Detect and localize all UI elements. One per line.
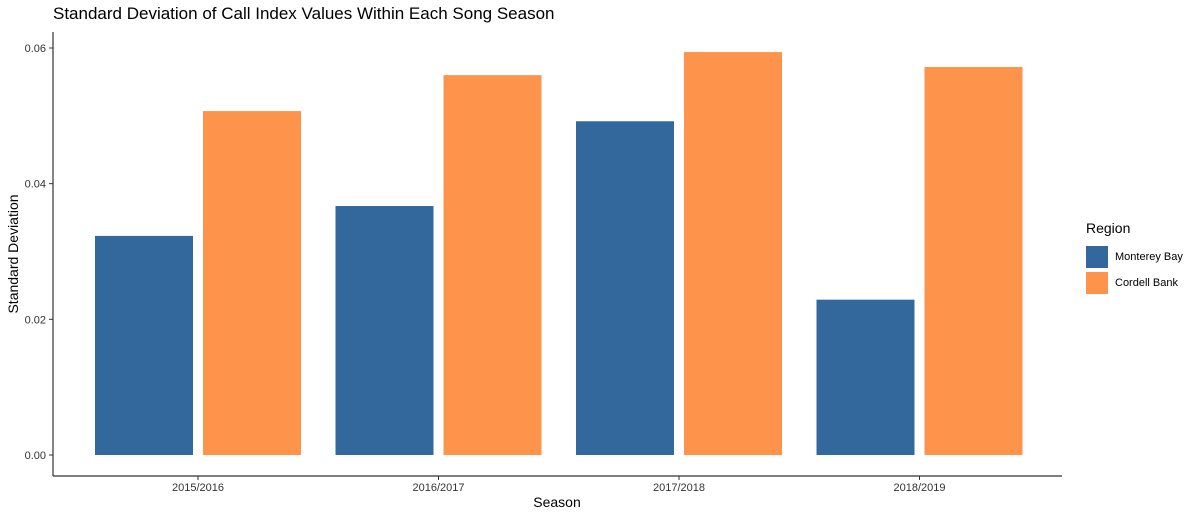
y-tick-label: 0.04 — [25, 179, 46, 191]
x-tick-label: 2018/2019 — [894, 482, 946, 494]
x-tick-label: 2016/2017 — [413, 482, 465, 494]
bar-monterey-bay-2015-2016 — [95, 235, 193, 455]
bar-cordell-bank-2017-2018 — [684, 52, 782, 455]
y-tick-label: 0.00 — [25, 450, 46, 462]
x-tick-label: 2015/2016 — [172, 482, 224, 494]
bar-cordell-bank-2015-2016 — [203, 111, 301, 456]
x-axis-ticks: 2015/2016 2016/2017 2017/2018 2018/2019 — [172, 476, 946, 494]
legend-item-cordell-bank: Cordell Bank — [1086, 270, 1183, 296]
y-axis-title: Standard Deviation — [5, 194, 21, 313]
bar-monterey-bay-2017-2018 — [576, 121, 674, 455]
chart-title: Standard Deviation of Call Index Values … — [53, 4, 555, 23]
x-axis-title: Season — [533, 494, 580, 510]
y-tick-label: 0.02 — [25, 314, 46, 326]
legend-label-monterey-bay: Monterey Bay — [1115, 251, 1183, 263]
legend-item-monterey-bay: Monterey Bay — [1086, 244, 1183, 270]
bar-monterey-bay-2018-2019 — [816, 299, 915, 455]
bars-group — [95, 52, 1023, 456]
legend-swatch-monterey-bay — [1086, 246, 1108, 268]
y-tick-label: 0.06 — [25, 43, 46, 55]
legend: Region Monterey Bay Cordell Bank — [1086, 220, 1183, 296]
bar-cordell-bank-2018-2019 — [924, 66, 1023, 455]
bar-cordell-bank-2016-2017 — [443, 75, 542, 455]
x-tick-label: 2017/2018 — [653, 482, 705, 494]
legend-title: Region — [1086, 220, 1131, 236]
y-axis-ticks: 0.00 0.02 0.04 0.06 — [25, 43, 53, 462]
legend-swatch-cordell-bank — [1086, 272, 1108, 294]
legend-label-cordell-bank: Cordell Bank — [1115, 277, 1178, 289]
bar-monterey-bay-2016-2017 — [335, 206, 434, 455]
